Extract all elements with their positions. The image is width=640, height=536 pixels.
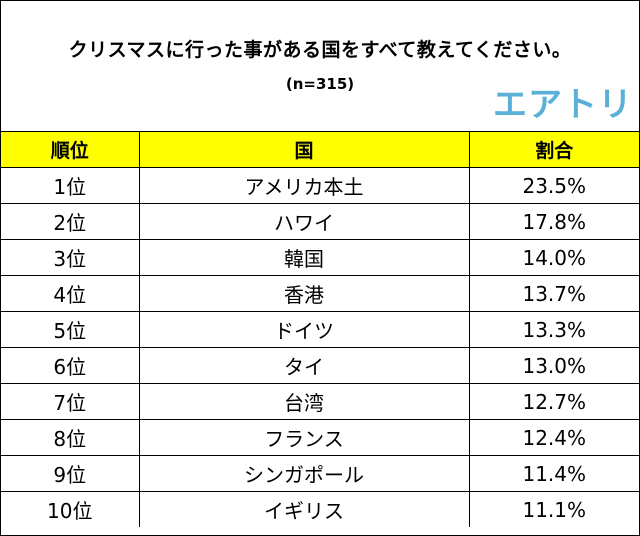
table-row: 9位 シンガポール 11.4% bbox=[1, 455, 639, 492]
country-cell: シンガポール bbox=[138, 455, 470, 492]
percentage-cell: 12.7% bbox=[468, 383, 639, 420]
percentage-cell: 12.4% bbox=[468, 419, 639, 456]
percentage-cell: 17.8% bbox=[468, 203, 639, 240]
rank-cell: 4位 bbox=[1, 275, 140, 312]
percentage-cell: 13.7% bbox=[468, 275, 639, 312]
rank-cell: 9位 bbox=[1, 455, 140, 492]
sample-size: (n=315) bbox=[285, 75, 355, 93]
percentage-cell: 11.4% bbox=[468, 455, 639, 492]
column-header-row: 順位 国 割合 bbox=[1, 132, 639, 168]
rank-cell: 10位 bbox=[1, 491, 140, 527]
country-cell: アメリカ本土 bbox=[138, 167, 470, 204]
table-body: 1位 アメリカ本土 23.5% 2位 ハワイ 17.8% 3位 韓国 14.0% 4位 香港 13.7… bbox=[1, 167, 639, 527]
percentage-cell: 13.3% bbox=[468, 311, 639, 348]
country-cell: タイ bbox=[138, 347, 470, 384]
survey-title: クリスマスに行った事がある国をすべて教えてください。 bbox=[68, 39, 572, 61]
table-row: 3位 韓国 14.0% bbox=[1, 239, 639, 276]
table-row: 7位 台湾 12.7% bbox=[1, 383, 639, 420]
airtri-logo: エアトリ bbox=[493, 85, 633, 125]
table-row: 4位 香港 13.7% bbox=[1, 275, 639, 312]
rank-cell: 2位 bbox=[1, 203, 140, 240]
rank-cell: 5位 bbox=[1, 311, 140, 348]
table-row: 5位 ドイツ 13.3% bbox=[1, 311, 639, 348]
rank-cell: 8位 bbox=[1, 419, 140, 456]
percentage-cell: 23.5% bbox=[468, 167, 639, 204]
table-row: 2位 ハワイ 17.8% bbox=[1, 203, 639, 240]
country-cell: 台湾 bbox=[138, 383, 470, 420]
country-cell: ハワイ bbox=[138, 203, 470, 240]
table-row: 8位 フランス 12.4% bbox=[1, 419, 639, 456]
column-header-rank: 順位 bbox=[1, 132, 140, 168]
country-cell: 韓国 bbox=[138, 239, 470, 276]
rank-cell: 7位 bbox=[1, 383, 140, 420]
table-header-area: クリスマスに行った事がある国をすべて教えてください。 (n=315) エアトリ bbox=[1, 1, 639, 132]
ranking-table: 順位 国 割合 1位 アメリカ本土 23.5% 2位 ハワイ 17.8% 3位 韓国 14.0%… bbox=[1, 132, 639, 527]
table-row: 6位 タイ 13.0% bbox=[1, 347, 639, 384]
rank-cell: 3位 bbox=[1, 239, 140, 276]
country-cell: ドイツ bbox=[138, 311, 470, 348]
column-header-percentage: 割合 bbox=[468, 132, 639, 168]
column-header-country: 国 bbox=[138, 132, 470, 168]
table-row: 10位 イギリス 11.1% bbox=[1, 491, 639, 527]
percentage-cell: 14.0% bbox=[468, 239, 639, 276]
country-cell: イギリス bbox=[138, 491, 470, 527]
rank-cell: 6位 bbox=[1, 347, 140, 384]
rank-cell: 1位 bbox=[1, 167, 140, 204]
percentage-cell: 13.0% bbox=[468, 347, 639, 384]
percentage-cell: 11.1% bbox=[468, 491, 639, 527]
country-cell: 香港 bbox=[138, 275, 470, 312]
country-cell: フランス bbox=[138, 419, 470, 456]
table-row: 1位 アメリカ本土 23.5% bbox=[1, 167, 639, 204]
